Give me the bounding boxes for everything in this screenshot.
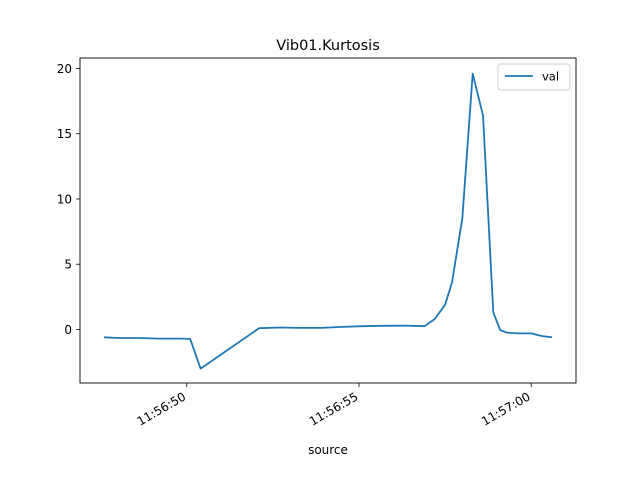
y-tick-label: 15 — [57, 127, 72, 141]
y-tick-label: 5 — [64, 258, 72, 272]
chart-title: Vib01.Kurtosis — [276, 38, 380, 54]
plot-area-frame — [79, 57, 577, 384]
x-axis-label: source — [308, 443, 348, 457]
legend-box — [497, 63, 571, 91]
legend: val — [497, 63, 571, 91]
legend-label-val: val — [542, 70, 559, 84]
y-tick-label: 0 — [64, 323, 72, 337]
series-line-val — [104, 72, 553, 370]
y-tick-label: 10 — [57, 192, 72, 206]
y-tick-label: 20 — [57, 62, 72, 76]
